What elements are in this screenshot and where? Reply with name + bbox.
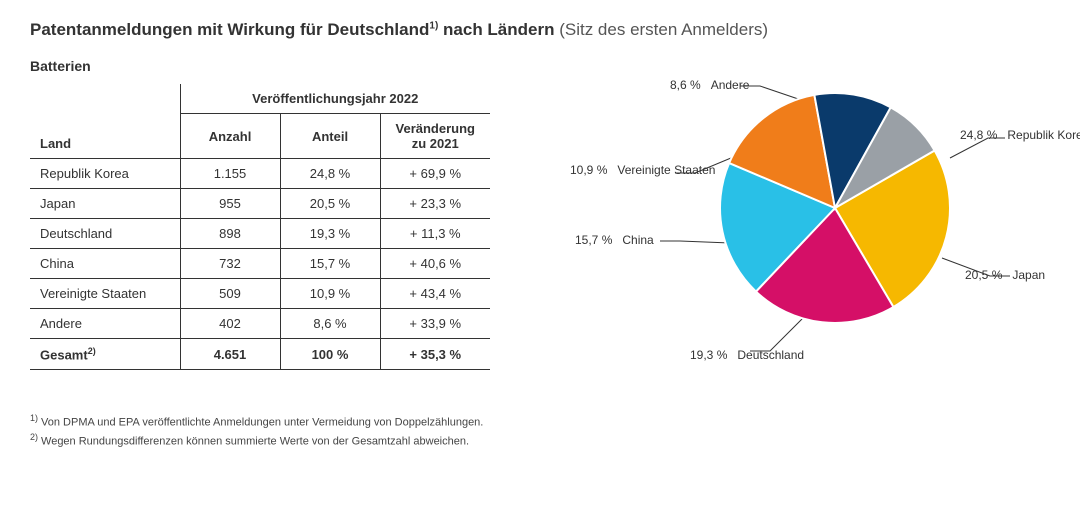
footnotes: 1)Von DPMA und EPA veröffentlichte Anmel… <box>30 413 1050 447</box>
pie-label: 15,7 % China <box>575 233 654 247</box>
cell-anteil: 24,8 % <box>280 159 380 189</box>
pie-chart-section: 24,8 %Republik Korea20,5 %Japan19,3 %Deu… <box>520 58 1050 388</box>
cell-change: + 11,3 % <box>380 219 490 249</box>
pie-chart <box>720 93 950 323</box>
table-section: Batterien Land Veröffentlichungsjahr 202… <box>30 58 490 370</box>
col-anzahl-header: Anzahl <box>180 114 280 159</box>
pie-label: 19,3 % Deutschland <box>690 348 804 362</box>
pie-label-name: Vereinigte Staaten <box>617 163 715 177</box>
fn2-text: Wegen Rundungsdifferenzen können summier… <box>41 435 469 447</box>
cell-change: + 23,3 % <box>380 189 490 219</box>
pie-label-pct: 20,5 % <box>965 268 1002 282</box>
pie-label-name: China <box>622 233 653 247</box>
table-row: Andere4028,6 %+ 33,9 % <box>30 309 490 339</box>
cell-anteil: 100 % <box>280 339 380 370</box>
cell-anzahl: 955 <box>180 189 280 219</box>
cell-change: + 43,4 % <box>380 279 490 309</box>
cell-land: Japan <box>30 189 180 219</box>
cell-change: + 33,9 % <box>380 309 490 339</box>
title-light: (Sitz des ersten Anmelders) <box>554 20 768 39</box>
cell-anteil: 19,3 % <box>280 219 380 249</box>
subtitle: Batterien <box>30 58 490 74</box>
table-row: Vereinigte Staaten50910,9 %+ 43,4 % <box>30 279 490 309</box>
cell-land: Vereinigte Staaten <box>30 279 180 309</box>
cell-land: Republik Korea <box>30 159 180 189</box>
cell-anzahl: 4.651 <box>180 339 280 370</box>
table-row: China73215,7 %+ 40,6 % <box>30 249 490 279</box>
col-group-header: Veröffentlichungsjahr 2022 <box>180 84 490 114</box>
cell-anteil: 8,6 % <box>280 309 380 339</box>
pie-label: 8,6 % Andere <box>670 78 749 92</box>
table-row: Japan95520,5 %+ 23,3 % <box>30 189 490 219</box>
cell-change: + 69,9 % <box>380 159 490 189</box>
pie-wrap <box>720 93 950 328</box>
cell-anzahl: 509 <box>180 279 280 309</box>
pie-label-name: Japan <box>1012 268 1045 282</box>
pie-label: 24,8 % Republik Korea <box>960 128 1080 142</box>
title-sup: 1) <box>429 20 438 31</box>
cell-land: Gesamt2) <box>30 339 180 370</box>
table-row: Deutschland89819,3 %+ 11,3 % <box>30 219 490 249</box>
title-bold: Patentanmeldungen mit Wirkung für Deutsc… <box>30 20 429 39</box>
cell-anzahl: 1.155 <box>180 159 280 189</box>
cell-anzahl: 898 <box>180 219 280 249</box>
fn1-mark: 1) <box>30 413 38 423</box>
cell-land: Deutschland <box>30 219 180 249</box>
cell-change: + 40,6 % <box>380 249 490 279</box>
page-title: Patentanmeldungen mit Wirkung für Deutsc… <box>30 20 1050 40</box>
col-anteil-header: Anteil <box>280 114 380 159</box>
pie-label-pct: 8,6 % <box>670 78 701 92</box>
pie-label-name: Andere <box>711 78 750 92</box>
table-row-total: Gesamt2)4.651100 %+ 35,3 % <box>30 339 490 370</box>
pie-label-name: Deutschland <box>737 348 804 362</box>
col-land-header: Land <box>30 84 180 159</box>
col-change-header: Veränderung zu 2021 <box>380 114 490 159</box>
fn1-text: Von DPMA und EPA veröffentlichte Anmeldu… <box>41 417 483 429</box>
pie-label-pct: 19,3 % <box>690 348 727 362</box>
cell-anzahl: 732 <box>180 249 280 279</box>
pie-label-name: Republik Korea <box>1007 128 1080 142</box>
cell-change: + 35,3 % <box>380 339 490 370</box>
cell-land: Andere <box>30 309 180 339</box>
pie-label-pct: 10,9 % <box>570 163 607 177</box>
pie-label: 10,9 % Vereinigte Staaten <box>570 163 715 177</box>
title-bold2: nach Ländern <box>438 20 554 39</box>
cell-land: China <box>30 249 180 279</box>
pie-label-pct: 24,8 % <box>960 128 997 142</box>
pie-label: 20,5 % Japan <box>965 268 1045 282</box>
cell-anteil: 20,5 % <box>280 189 380 219</box>
pie-label-pct: 15,7 % <box>575 233 612 247</box>
cell-anteil: 10,9 % <box>280 279 380 309</box>
data-table: Land Veröffentlichungsjahr 2022 Anzahl A… <box>30 84 490 370</box>
fn2-mark: 2) <box>30 432 38 442</box>
cell-anzahl: 402 <box>180 309 280 339</box>
table-row: Republik Korea1.15524,8 %+ 69,9 % <box>30 159 490 189</box>
cell-anteil: 15,7 % <box>280 249 380 279</box>
